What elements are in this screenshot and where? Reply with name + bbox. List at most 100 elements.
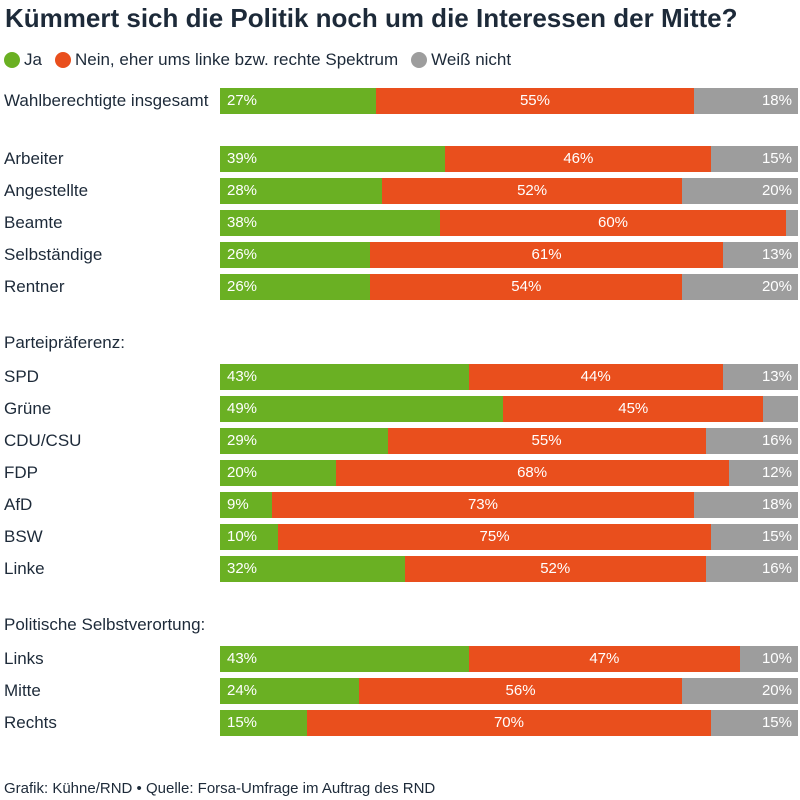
data-label: 54% bbox=[511, 278, 542, 295]
legend-dot-nein bbox=[54, 52, 71, 68]
bar-segment-ja: 9% bbox=[220, 492, 273, 518]
data-label: 18% bbox=[761, 496, 792, 513]
stacked-bar: 38% 60% bbox=[220, 210, 798, 236]
data-label: 10% bbox=[227, 528, 258, 545]
bar-segment-ja: 10% bbox=[220, 524, 278, 550]
bar-segment-nein: 54% bbox=[370, 274, 683, 300]
bar-segment-nein: 61% bbox=[370, 242, 723, 268]
bar-row: Rechts 15% 70% 15% bbox=[4, 710, 798, 736]
bar-row: Beamte 38% 60% bbox=[4, 210, 798, 236]
data-label: 13% bbox=[761, 368, 792, 385]
data-label: 15% bbox=[761, 714, 792, 731]
stacked-bar: 43% 44% 13% bbox=[220, 364, 798, 390]
data-label: 15% bbox=[761, 528, 792, 545]
data-label: 16% bbox=[761, 560, 792, 577]
stacked-bar: 10% 75% 15% bbox=[220, 524, 798, 550]
data-label: 27% bbox=[227, 92, 258, 109]
bar-row: AfD 9% 73% 18% bbox=[4, 492, 798, 518]
data-label: 55% bbox=[531, 432, 562, 449]
data-label: 15% bbox=[761, 150, 792, 167]
bar-segment-nein: 60% bbox=[439, 210, 787, 236]
bar-segment-ja: 29% bbox=[220, 428, 388, 454]
stacked-bar: 29% 55% 16% bbox=[220, 428, 798, 454]
bar-segment-nein: 52% bbox=[381, 178, 683, 204]
category-label: Beamte bbox=[4, 213, 63, 232]
category-label: AfD bbox=[4, 495, 33, 514]
data-label: 56% bbox=[505, 682, 536, 699]
data-label: 45% bbox=[618, 400, 649, 417]
bar-row: Angestellte 28% 52% 20% bbox=[4, 178, 798, 204]
legend-item-nein: Nein, eher ums linke bzw. rechte Spektru… bbox=[54, 50, 398, 70]
stacked-bar: 49% 45% bbox=[220, 396, 798, 422]
bar-segment-weiss-nicht: 20% bbox=[682, 178, 798, 204]
data-label: 9% bbox=[227, 496, 249, 513]
data-label: 68% bbox=[517, 464, 548, 481]
stacked-bar: 32% 52% 16% bbox=[220, 556, 798, 582]
bar-segment-ja: 38% bbox=[220, 210, 440, 236]
stacked-bar: 43% 47% 10% bbox=[220, 646, 798, 672]
bar-segment-weiss-nicht: 15% bbox=[711, 146, 798, 172]
data-label: 43% bbox=[227, 650, 258, 667]
bar-segment-ja: 27% bbox=[220, 88, 377, 114]
bar-row: Selbständige 26% 61% 13% bbox=[4, 242, 798, 268]
bar-segment-ja: 20% bbox=[220, 460, 336, 486]
bar-segment-weiss-nicht: 15% bbox=[711, 524, 798, 550]
bar-segment-ja: 28% bbox=[220, 178, 382, 204]
data-label: 24% bbox=[227, 682, 258, 699]
bar-row: Links 43% 47% 10% bbox=[4, 646, 798, 672]
data-label: 18% bbox=[761, 92, 792, 109]
category-label: Angestellte bbox=[4, 181, 89, 200]
bar-segment-ja: 32% bbox=[220, 556, 405, 582]
bar-segment-weiss-nicht: 20% bbox=[682, 678, 798, 704]
data-label: 12% bbox=[761, 464, 792, 481]
data-label: 55% bbox=[519, 92, 550, 109]
category-label: Rechts bbox=[4, 713, 57, 732]
data-label: 38% bbox=[227, 214, 258, 231]
stacked-bar: 39% 46% 15% bbox=[220, 146, 798, 172]
bar-segment-weiss-nicht: 13% bbox=[722, 242, 798, 268]
stacked-bar: 9% 73% 18% bbox=[220, 492, 798, 518]
data-label: 60% bbox=[598, 214, 629, 231]
bar-segment-nein: 75% bbox=[277, 524, 712, 550]
bar-segment-ja: 43% bbox=[220, 646, 469, 672]
category-label: SPD bbox=[4, 367, 39, 386]
legend-item-weiss-nicht: Weiß nicht bbox=[411, 50, 511, 70]
stacked-bar: 27% 55% 18% bbox=[220, 88, 798, 114]
bar-row: Mitte 24% 56% 20% bbox=[4, 678, 798, 704]
legend-label-ja: Ja bbox=[24, 50, 42, 69]
category-label: Selbständige bbox=[4, 245, 103, 264]
category-label: Grüne bbox=[4, 399, 52, 418]
data-label: 32% bbox=[227, 560, 258, 577]
bar-segment-weiss-nicht: 18% bbox=[693, 88, 798, 114]
bar-segment-weiss-nicht: 13% bbox=[722, 364, 798, 390]
stacked-bar-chart: Wahlberechtigte insgesamt 27% 55% 18% Arbeit… bbox=[4, 88, 798, 742]
bar-row: FDP 20% 68% 12% bbox=[4, 460, 798, 486]
category-label: FDP bbox=[4, 463, 38, 482]
bar-segment-nein: 68% bbox=[335, 460, 729, 486]
category-label: Linke bbox=[4, 559, 45, 578]
chart-group: Wahlberechtigte insgesamt 27% 55% 18% bbox=[4, 88, 798, 114]
bar-segment-weiss-nicht: 20% bbox=[682, 274, 798, 300]
category-label: Wahlberechtigte insgesamt bbox=[4, 91, 209, 110]
bar-row: Linke 32% 52% 16% bbox=[4, 556, 798, 582]
stacked-bar: 24% 56% 20% bbox=[220, 678, 798, 704]
bar-segment-nein: 52% bbox=[404, 556, 706, 582]
data-label: 52% bbox=[540, 560, 571, 577]
data-label: 26% bbox=[227, 246, 258, 263]
data-label: 29% bbox=[227, 432, 258, 449]
data-label: 39% bbox=[227, 150, 258, 167]
legend-dot-weiss-nicht bbox=[411, 52, 428, 68]
bar-segment-nein: 56% bbox=[358, 678, 683, 704]
bar-row: Grüne 49% 45% bbox=[4, 396, 798, 422]
category-label: BSW bbox=[4, 527, 43, 546]
bar-segment-weiss-nicht: 16% bbox=[705, 428, 798, 454]
data-label: 73% bbox=[467, 496, 498, 513]
data-label: 75% bbox=[479, 528, 510, 545]
data-label: 43% bbox=[227, 368, 258, 385]
bar-segment-weiss-nicht: 10% bbox=[740, 646, 798, 672]
chart-group: Arbeiter 39% 46% 15% Angestellte 28% 52% 20% Bea… bbox=[4, 146, 798, 300]
group-heading: Parteipräferenz: bbox=[4, 333, 125, 352]
data-label: 28% bbox=[227, 182, 258, 199]
legend-item-ja: Ja bbox=[4, 50, 42, 70]
bar-segment-nein: 55% bbox=[376, 88, 694, 114]
